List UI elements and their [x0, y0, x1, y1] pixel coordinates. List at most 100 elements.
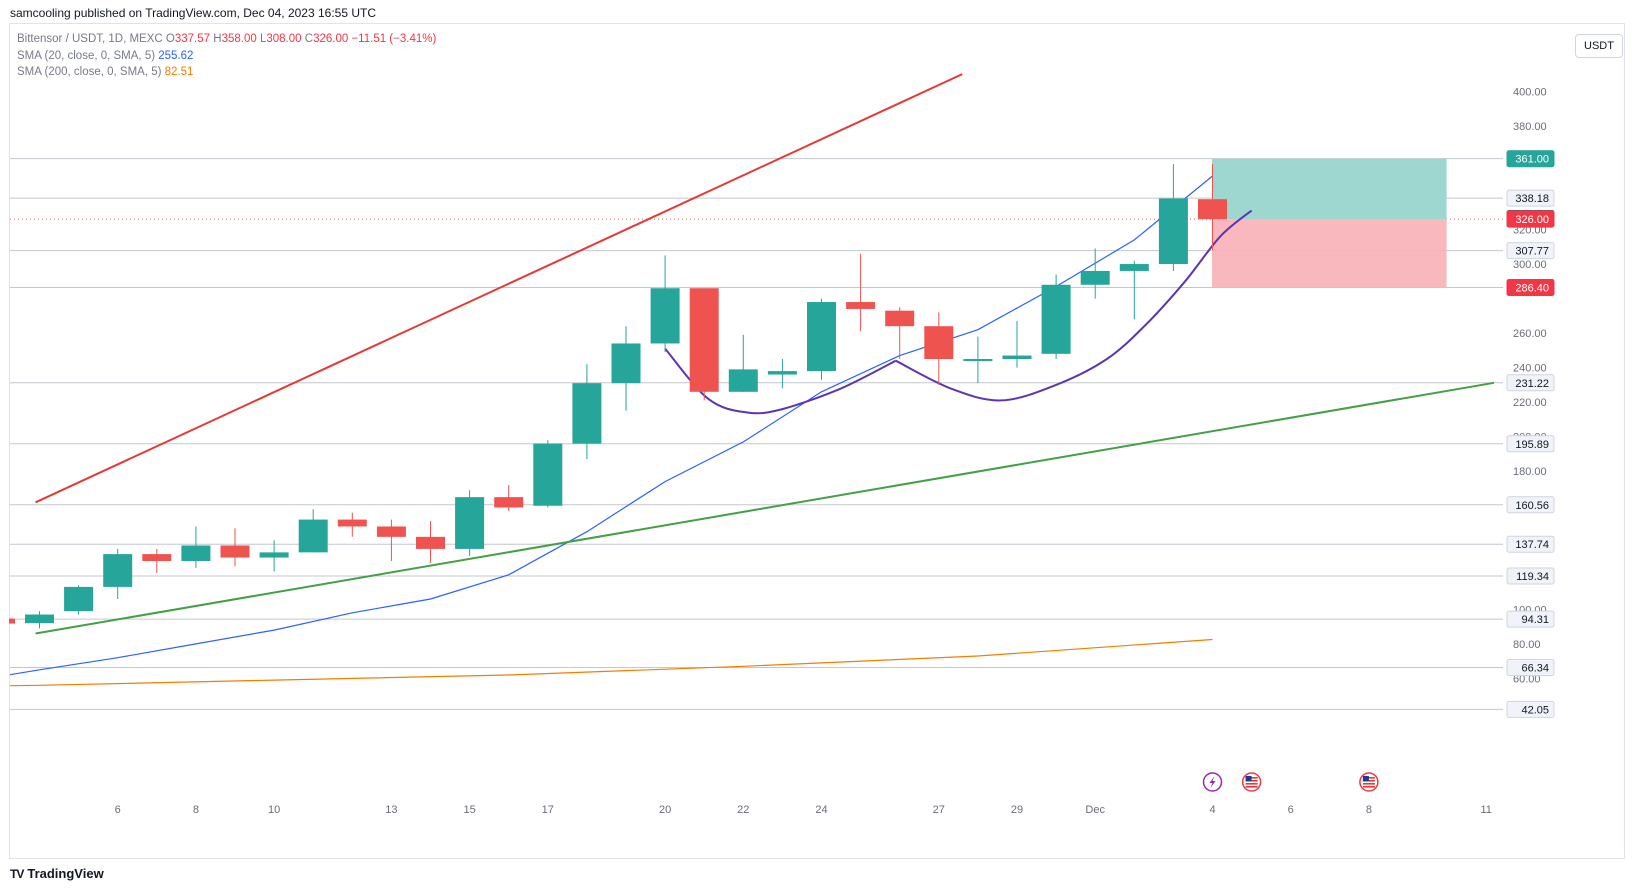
level-label-box: [1506, 435, 1555, 453]
event-markers: [1202, 772, 1379, 792]
candle-up: [1080, 270, 1110, 285]
target-zone: [1212, 158, 1447, 220]
candle-down: [846, 302, 876, 309]
us-flag-event-icon: [1359, 772, 1379, 792]
level-label: 42.05: [1521, 704, 1549, 716]
legend-sma20[interactable]: SMA (20, close, 0, SMA, 5) 255.62: [17, 50, 193, 62]
legend-high-label: H: [213, 33, 222, 45]
candlesticks: [9, 163, 1227, 629]
legend-sma200[interactable]: SMA (200, close, 0, SMA, 5) 82.51: [17, 66, 193, 78]
price-tick-label: 400.00: [1513, 86, 1547, 98]
candle-up: [728, 369, 758, 392]
support-trendline: [35, 381, 1495, 635]
time-tick-label: 15: [463, 804, 475, 816]
legend-ohlc: Bittensor / USDT, 1D, MEXC O337.57 H358.…: [17, 33, 436, 45]
legend-close-label: C: [304, 33, 314, 45]
flag-canton: [1245, 776, 1252, 781]
candle-up: [455, 497, 485, 549]
price-tick-label: 180.00: [1513, 466, 1547, 478]
legend-close: 326.00: [313, 33, 349, 45]
moving-averages: [10, 175, 1213, 687]
candle-up: [963, 359, 993, 362]
level-label-box: [1506, 610, 1555, 628]
flag-stripe: [1245, 783, 1258, 785]
time-tick-label: 20: [659, 804, 671, 816]
candle-up: [533, 443, 563, 506]
level-label-box: [1506, 496, 1555, 514]
level-label-box: [1506, 189, 1555, 207]
time-tick-label: 13: [385, 804, 397, 816]
level-label-box: [1506, 700, 1555, 718]
time-tick-label: 6: [1288, 804, 1294, 816]
level-label: 119.34: [1516, 571, 1549, 583]
lightning-bolt-icon: [1209, 776, 1216, 788]
currency-button[interactable]: USDT: [1575, 34, 1623, 58]
candle-up: [572, 383, 602, 444]
candle-up: [1158, 198, 1188, 265]
legend-high: 358.00: [221, 33, 257, 45]
time-tick-label: 24: [815, 804, 827, 816]
level-label: 307.77: [1515, 246, 1549, 258]
flag-stripe: [1362, 783, 1375, 785]
price-level-labels: 361.07361.00338.18326.36326.00307.77286.…: [1506, 150, 1555, 718]
tradingview-brand[interactable]: TV TradingView: [10, 866, 104, 881]
stop-zone: [1212, 219, 1447, 288]
level-label: 286.40: [1515, 283, 1549, 295]
candle-down: [142, 554, 172, 562]
candle-up: [64, 586, 94, 612]
candle-up: [25, 614, 54, 624]
tradingview-logo-icon: TV: [10, 866, 24, 881]
us-flag-event-icon: [1241, 772, 1262, 792]
level-label-box: [1506, 567, 1555, 585]
candle-down: [337, 519, 367, 527]
level-label: 137.74: [1515, 539, 1549, 551]
price-axis: 60.0080.00100.00180.00200.00220.00240.00…: [1513, 86, 1547, 685]
candle-down: [689, 288, 719, 392]
level-label-box: [1506, 242, 1555, 260]
level-label-box: [1506, 150, 1555, 168]
time-tick-label: 8: [1366, 804, 1372, 816]
legend-sma200-value: 82.51: [164, 66, 194, 78]
time-tick-label: 10: [268, 804, 280, 816]
level-label-box: [1506, 374, 1555, 392]
price-tick-label: 240.00: [1513, 363, 1547, 375]
time-tick-label: 11: [1480, 804, 1491, 816]
resistance-trendline: [35, 73, 963, 504]
legend-sma200-label: SMA (200, close, 0, SMA, 5): [17, 66, 162, 78]
legend-sma20-value: 255.62: [158, 50, 194, 62]
level-label: 195.89: [1515, 439, 1549, 451]
time-tick-label: Dec: [1085, 804, 1105, 816]
cup-right-curve: [895, 209, 1253, 402]
level-label: 361.00: [1515, 154, 1549, 166]
price-tick-label: 260.00: [1513, 328, 1547, 340]
level-label: 66.34: [1521, 662, 1549, 674]
candle-down: [924, 326, 954, 360]
time-axis: 6 8 10 13 15 17 20 22 24 27 29 Dec 4 6 8 11: [115, 804, 1492, 816]
price-tick-label: 380.00: [1513, 121, 1547, 133]
price-tick-label: 60.00: [1513, 673, 1541, 685]
level-label: 338.18: [1515, 193, 1549, 205]
candle-up: [103, 554, 133, 587]
trendlines: [35, 73, 1495, 635]
legend-open: 337.57: [174, 33, 211, 45]
position-zones: [1212, 158, 1447, 288]
price-tick-label: 220.00: [1513, 397, 1547, 409]
candle-up: [650, 288, 680, 344]
time-tick-label: 4: [1209, 804, 1215, 816]
time-tick-label: 8: [193, 804, 199, 816]
legend-low: 308.00: [266, 33, 302, 45]
edge-candle: [9, 618, 15, 624]
legend-low-label: L: [259, 33, 267, 45]
time-tick-label: 17: [542, 804, 554, 816]
level-label-box: [1506, 279, 1555, 297]
flag-stripe: [1245, 786, 1258, 788]
candle-down: [376, 526, 406, 537]
level-label: 94.31: [1521, 614, 1549, 626]
level-label: 160.56: [1515, 500, 1549, 512]
candle-down: [1198, 199, 1227, 220]
candle-up: [611, 343, 641, 384]
price-tick-label: 80.00: [1513, 639, 1541, 651]
price-tick-label: 300.00: [1513, 259, 1547, 271]
publisher-header: samcooling published on TradingView.com,…: [10, 6, 376, 20]
